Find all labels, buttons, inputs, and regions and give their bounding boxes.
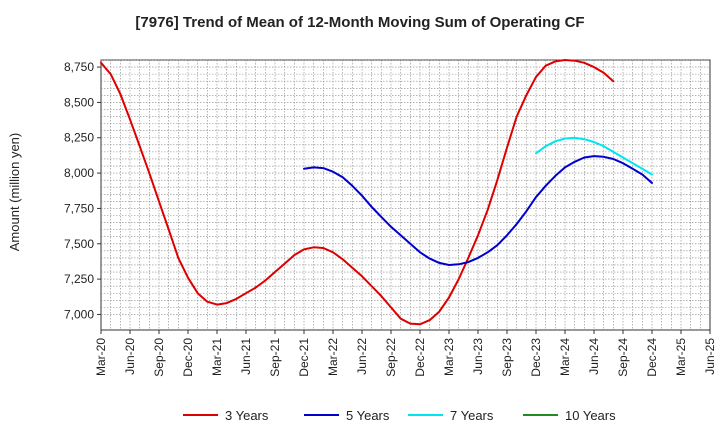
x-tick-label: Mar-24 [558,338,572,376]
legend-label: 3 Years [225,408,269,423]
y-axis-ticks: 7,000 7,250 7,500 7,750 8,000 8,250 8,500 8,750 [64,60,101,321]
legend-label: 5 Years [346,408,390,423]
series-line [100,59,615,326]
legend-label: 7 Years [450,408,494,423]
series-line [535,136,653,176]
y-tick-label: 7,000 [64,307,94,321]
y-tick-label: 7,750 [64,201,94,215]
chart-title: [7976] Trend of Mean of 12-Month Moving … [135,14,584,31]
y-tick-label: 8,750 [64,60,94,74]
y-tick-label: 7,250 [64,272,94,286]
x-tick-label: Mar-23 [442,338,456,376]
x-tick-label: Dec-24 [645,338,659,377]
grid-lines [101,59,710,330]
x-tick-label: Mar-25 [674,338,688,376]
x-tick-label: Dec-20 [181,338,195,377]
x-tick-label: Sep-24 [616,338,630,377]
x-tick-label: Mar-22 [326,338,340,376]
x-tick-label: Mar-21 [210,338,224,376]
y-tick-label: 8,250 [64,131,94,145]
x-tick-label: Mar-20 [94,338,108,376]
x-tick-label: Sep-21 [268,338,282,377]
x-tick-label: Jun-23 [471,338,485,375]
x-tick-label: Sep-23 [500,338,514,377]
x-tick-label: Dec-22 [413,338,427,377]
series-line [303,155,653,266]
x-tick-label: Sep-20 [152,338,166,377]
x-tick-label: Jun-25 [703,338,717,375]
x-tick-label: Jun-21 [239,338,253,375]
x-tick-label: Jun-20 [123,338,137,375]
plot-area [100,59,711,331]
legend: 3 Years 5 Years 7 Years 10 Years [183,408,616,423]
y-axis-label: Amount (million yen) [7,133,22,252]
y-tick-label: 8,000 [64,166,94,180]
legend-label: 10 Years [565,408,616,423]
x-tick-label: Dec-23 [529,338,543,377]
x-tick-label: Sep-22 [384,338,398,377]
x-axis-ticks: Mar-20 Jun-20 Sep-20 Dec-20 Mar-21 Jun-21 Sep-… [94,330,717,377]
plot-frame [100,59,711,331]
x-tick-label: Jun-22 [355,338,369,375]
y-tick-label: 7,500 [64,237,94,251]
y-tick-label: 8,500 [64,95,94,109]
x-tick-label: Jun-24 [587,338,601,375]
x-tick-label: Dec-21 [297,338,311,377]
series-layer [100,59,653,326]
